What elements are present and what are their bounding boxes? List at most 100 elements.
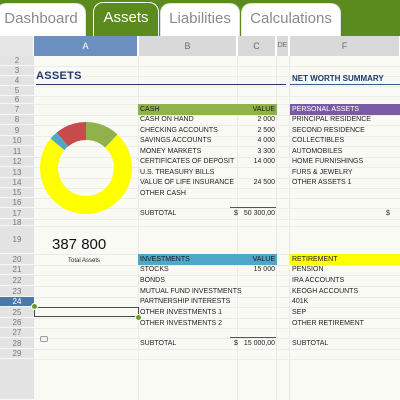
grid-row-line xyxy=(34,115,400,116)
row-header-14[interactable]: 14 xyxy=(0,178,34,188)
column-header-f[interactable]: F xyxy=(290,36,400,56)
cash-item-value: 2 000 xyxy=(257,116,275,123)
investments-item-label: OTHER INVESTMENTS 1 xyxy=(140,309,223,317)
row-header-11[interactable]: 11 xyxy=(0,146,34,157)
personal-currency: $ xyxy=(386,210,390,217)
grid-row-line xyxy=(34,318,400,319)
grid-row-line xyxy=(34,226,400,227)
personal-item-label: OTHER ASSETS 1 xyxy=(292,179,352,186)
retirement-header: RETIREMENT xyxy=(290,254,400,265)
column-header-c[interactable]: C xyxy=(238,36,276,56)
row-header-10[interactable]: 10 xyxy=(0,136,34,146)
column-header-b[interactable]: B xyxy=(139,36,237,56)
retirement-item-label: IRA ACCOUNTS xyxy=(292,276,345,284)
total-assets-label: Total Assets xyxy=(68,258,101,264)
row-header-26[interactable]: 26 xyxy=(0,318,34,328)
grid-row-line xyxy=(34,76,400,77)
investments-item-label: BONDS xyxy=(140,276,165,284)
row-header-16[interactable]: 16 xyxy=(0,198,34,208)
grid-row-line xyxy=(34,265,400,266)
investments-item-label: MUTUAL FUND INVESTMENTS xyxy=(140,287,242,295)
row-header-25[interactable]: 25 xyxy=(0,307,34,318)
cash-value-header: VALUE xyxy=(237,104,277,115)
row-header-24[interactable]: 24 xyxy=(0,297,34,307)
cash-item-value: 3 300 xyxy=(257,147,275,155)
grid-row-line xyxy=(34,198,400,199)
column-header-a[interactable]: A xyxy=(34,36,138,56)
grid-row-line xyxy=(34,157,400,158)
row-header-21[interactable]: 21 xyxy=(0,265,34,275)
grid-row-line xyxy=(34,219,400,220)
row-header-7[interactable]: 7 xyxy=(0,104,34,115)
row-header-22[interactable]: 22 xyxy=(0,275,34,286)
row-header-13[interactable]: 13 xyxy=(0,167,34,178)
investments-header: INVESTMENTS xyxy=(138,254,237,265)
personal-item-label: HOME FURNISHINGS xyxy=(292,158,364,165)
tab-assets[interactable]: Assets xyxy=(93,2,159,36)
cash-subtotal-value: 50 300,00 xyxy=(243,210,275,217)
select-all-corner[interactable] xyxy=(0,36,34,56)
sheet-tab-bar: Dashboard Assets Liabilities Calculation… xyxy=(0,0,400,36)
retirement-subtotal-label: SUBTOTAL xyxy=(292,340,329,347)
cash-item-value: 4 000 xyxy=(257,137,275,144)
grid-row-line xyxy=(34,349,400,350)
row-header-19[interactable]: 19 xyxy=(0,226,34,254)
personal-item-label: FURS & JEWELRY xyxy=(292,168,353,176)
cash-item-label: CERTIFICATES OF DEPOSIT xyxy=(140,158,235,165)
retirement-item-label: 401K xyxy=(292,298,309,306)
row-header-29[interactable]: 29 xyxy=(0,349,34,359)
retirement-item-label: SEP xyxy=(292,309,307,317)
cash-item-value: 2 500 xyxy=(257,126,275,134)
investments-item-label: OTHER INVESTMENTS 2 xyxy=(140,320,223,327)
donut-slice-3 xyxy=(56,122,86,147)
investments-item-label: STOCKS xyxy=(140,266,169,273)
row-header-18[interactable]: 18 xyxy=(0,219,34,227)
grid-row-line xyxy=(34,86,400,87)
tab-dashboard[interactable]: Dashboard xyxy=(0,3,86,36)
cash-item-label: SAVINGS ACCOUNTS xyxy=(140,137,212,144)
tab-liabilities[interactable]: Liabilities xyxy=(160,3,240,36)
row-header-2[interactable]: 2 xyxy=(0,56,34,66)
row-header-3[interactable]: 3 xyxy=(0,66,34,76)
personal-item-label: PRINCIPAL RESIDENCE xyxy=(292,116,371,123)
personal-item-label: COLLECTIBLES xyxy=(292,137,345,144)
grid-row-line xyxy=(34,286,400,287)
personal-item-label: SECOND RESIDENCE xyxy=(292,126,365,134)
donut-slice-0 xyxy=(86,122,118,148)
investments-subtotal-rule xyxy=(230,337,276,338)
personal-item-label: AUTOMOBILES xyxy=(292,147,343,155)
investments-subtotal-value: 15 000,00 xyxy=(243,340,275,347)
row-header-20[interactable]: 20 xyxy=(0,254,34,265)
grid-row-line xyxy=(34,136,400,137)
row-header-12[interactable]: 12 xyxy=(0,157,34,167)
page-title: ASSETS xyxy=(36,70,82,82)
grid-row-line xyxy=(34,125,400,126)
column-header-de[interactable]: DE xyxy=(277,36,289,56)
row-header-17[interactable]: 17 xyxy=(0,208,34,219)
investments-value-header: VALUE xyxy=(237,254,277,265)
selection-handle-start[interactable] xyxy=(31,303,38,310)
cash-item-label: VALUE OF LIFE INSURANCE xyxy=(140,179,235,186)
net-worth-underline xyxy=(290,84,400,85)
row-header-6[interactable]: 6 xyxy=(0,96,34,104)
tab-calculations[interactable]: Calculations xyxy=(241,3,341,36)
row-header-15[interactable]: 15 xyxy=(0,188,34,198)
row-header-8[interactable]: 8 xyxy=(0,115,34,125)
row-header-23[interactable]: 23 xyxy=(0,286,34,297)
grid-row-line xyxy=(34,338,400,339)
grid-row-line xyxy=(34,66,400,67)
grid-row-line xyxy=(34,297,400,298)
row-header-9[interactable]: 9 xyxy=(0,125,34,136)
row-header-5[interactable]: 5 xyxy=(0,86,34,96)
row-header-28[interactable]: 28 xyxy=(0,338,34,349)
selected-cell-a24[interactable] xyxy=(34,307,139,317)
cash-item-value: 24 500 xyxy=(253,179,275,186)
selection-handle-end[interactable] xyxy=(135,314,142,321)
grid-row-line xyxy=(34,146,400,147)
row-header-27[interactable]: 27 xyxy=(0,328,34,338)
watermark-icon xyxy=(40,336,48,342)
grid-row-line xyxy=(34,275,400,276)
cash-item-label: U.S. TREASURY BILLS xyxy=(140,168,215,176)
row-header-4[interactable]: 4 xyxy=(0,76,34,86)
donut-slice-2 xyxy=(50,132,69,151)
